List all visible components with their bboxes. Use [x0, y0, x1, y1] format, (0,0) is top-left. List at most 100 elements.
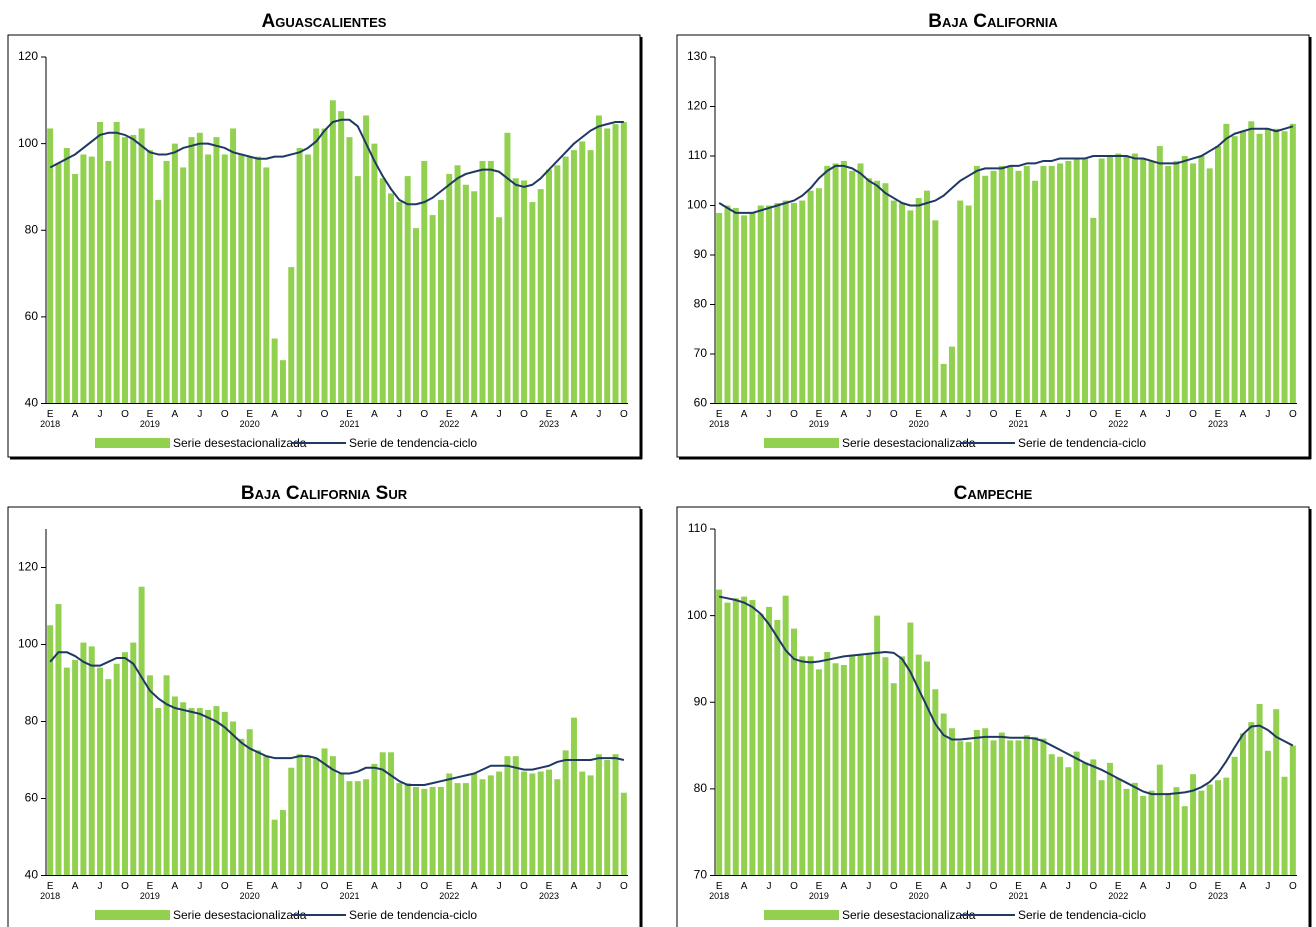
bar [724, 205, 731, 404]
bar [1131, 153, 1138, 404]
trend-line [718, 125, 1294, 214]
bar [741, 215, 748, 404]
bar [63, 667, 70, 876]
y-tick-label: 40 [25, 396, 39, 410]
legend-label: Serie desestacionalizada [842, 908, 976, 922]
bar [832, 663, 839, 876]
bar [346, 137, 353, 404]
x-year-label: 2018 [40, 419, 60, 429]
x-tick-label: E [716, 881, 723, 892]
bar [587, 775, 594, 876]
x-tick-label: A [1140, 881, 1147, 892]
bar [604, 760, 611, 876]
x-tick-label: E [546, 409, 553, 420]
bar [105, 679, 112, 876]
bar [570, 717, 577, 876]
legend-label: Serie de tendencia-ciclo [1018, 908, 1146, 922]
bar [371, 143, 378, 404]
bar [329, 756, 336, 876]
bar [504, 132, 511, 404]
bar [766, 606, 773, 876]
bar [446, 173, 453, 404]
bar [1065, 767, 1072, 876]
bar [1081, 762, 1088, 876]
bar [146, 675, 153, 876]
bar [749, 212, 756, 404]
bar [537, 771, 544, 876]
x-tick-label: J [1265, 881, 1270, 892]
x-tick-label: A [172, 881, 179, 892]
bar [1273, 128, 1280, 404]
x-tick-label: J [866, 881, 871, 892]
bar [1106, 156, 1113, 404]
x-year-label: 2022 [1108, 891, 1128, 901]
bar [774, 203, 781, 404]
bar [263, 756, 270, 876]
y-tick-label: 60 [25, 309, 39, 323]
bar [521, 180, 528, 404]
bar [388, 193, 395, 404]
bar [1231, 136, 1238, 404]
bar [238, 738, 245, 876]
x-tick-label: O [520, 881, 528, 892]
bar [496, 771, 503, 876]
bar [1048, 165, 1055, 404]
bar [97, 667, 104, 876]
bar [1023, 165, 1030, 404]
bar [1215, 146, 1222, 404]
x-tick-label: O [321, 881, 329, 892]
x-tick-label: O [620, 409, 628, 420]
bar [1190, 163, 1197, 404]
legend-label: Serie desestacionalizada [842, 436, 976, 450]
x-tick-label: O [890, 881, 898, 892]
x-tick-label: J [297, 409, 302, 420]
bar [1206, 784, 1213, 876]
y-tick-label: 80 [694, 781, 708, 795]
legend-swatch [95, 438, 170, 448]
bar [562, 156, 569, 404]
bar [354, 176, 361, 404]
x-tick-label: J [397, 409, 402, 420]
bar [354, 781, 361, 876]
bar [205, 709, 212, 876]
y-tick-label: 120 [18, 560, 38, 574]
x-tick-label: E [1115, 881, 1122, 892]
x-tick-label: J [596, 881, 601, 892]
x-tick-label: A [1040, 409, 1047, 420]
x-tick-label: J [596, 409, 601, 420]
bar [940, 363, 947, 404]
x-tick-label: A [1040, 881, 1047, 892]
bar [1173, 160, 1180, 404]
x-tick-label: A [271, 409, 278, 420]
bar [1165, 165, 1172, 404]
x-tick-label: O [790, 409, 798, 420]
x-tick-label: O [1189, 409, 1197, 420]
bar [238, 154, 245, 404]
chart-frame [676, 506, 1310, 927]
chart-title: Campeche [954, 483, 1033, 504]
y-tick-label: 70 [694, 868, 708, 882]
x-tick-label: A [1240, 409, 1247, 420]
bar [757, 205, 764, 404]
bar [429, 215, 436, 404]
x-tick-label: E [246, 881, 253, 892]
bar [1173, 787, 1180, 876]
bar [196, 708, 203, 876]
chart-title: Aguascalientes [262, 11, 387, 32]
x-tick-label: E [816, 881, 823, 892]
bar [471, 773, 478, 876]
bar [1256, 133, 1263, 404]
bar [620, 792, 627, 876]
bar [1289, 123, 1296, 404]
bar [163, 675, 170, 876]
bar [1040, 738, 1047, 876]
x-tick-label: J [1066, 881, 1071, 892]
bar [504, 756, 511, 876]
bar [163, 160, 170, 404]
x-tick-label: E [1215, 409, 1222, 420]
x-tick-label: A [841, 409, 848, 420]
trend-line [718, 595, 1294, 796]
y-tick-label: 40 [25, 868, 39, 882]
bar [1123, 788, 1130, 876]
